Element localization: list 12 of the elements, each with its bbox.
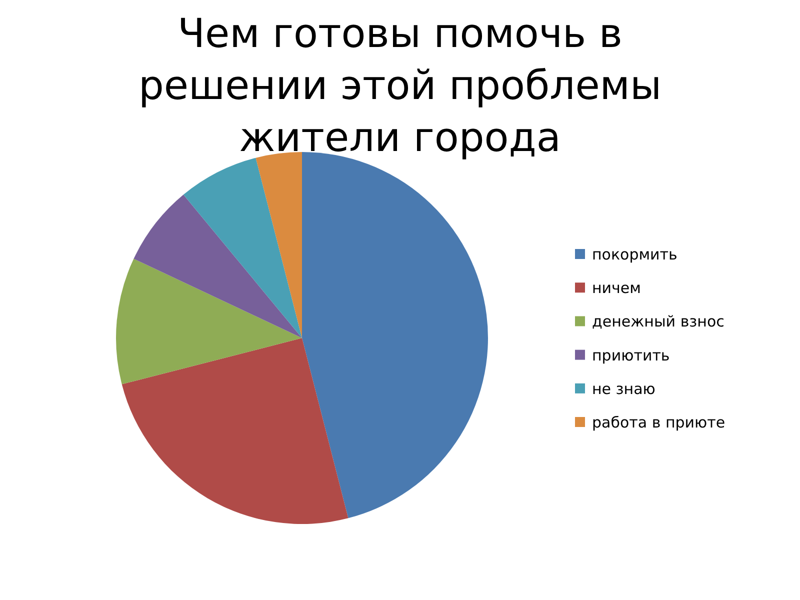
pie-slice (183, 158, 302, 338)
pie-slice (116, 258, 302, 384)
legend-label: денежный взнос (592, 312, 724, 331)
legend-label: ничем (592, 279, 641, 298)
legend-label: не знаю (592, 380, 656, 398)
pie-slice (122, 338, 348, 524)
pie-slice (256, 152, 302, 338)
legend-label: работа в приюте (592, 414, 726, 432)
legend-label: приютить (592, 346, 670, 364)
chart-title: Чем готовы помочь в решении этой проблемы жители города (137, 10, 663, 163)
legend-label: покормить (592, 246, 678, 264)
pie-slice (134, 194, 302, 338)
